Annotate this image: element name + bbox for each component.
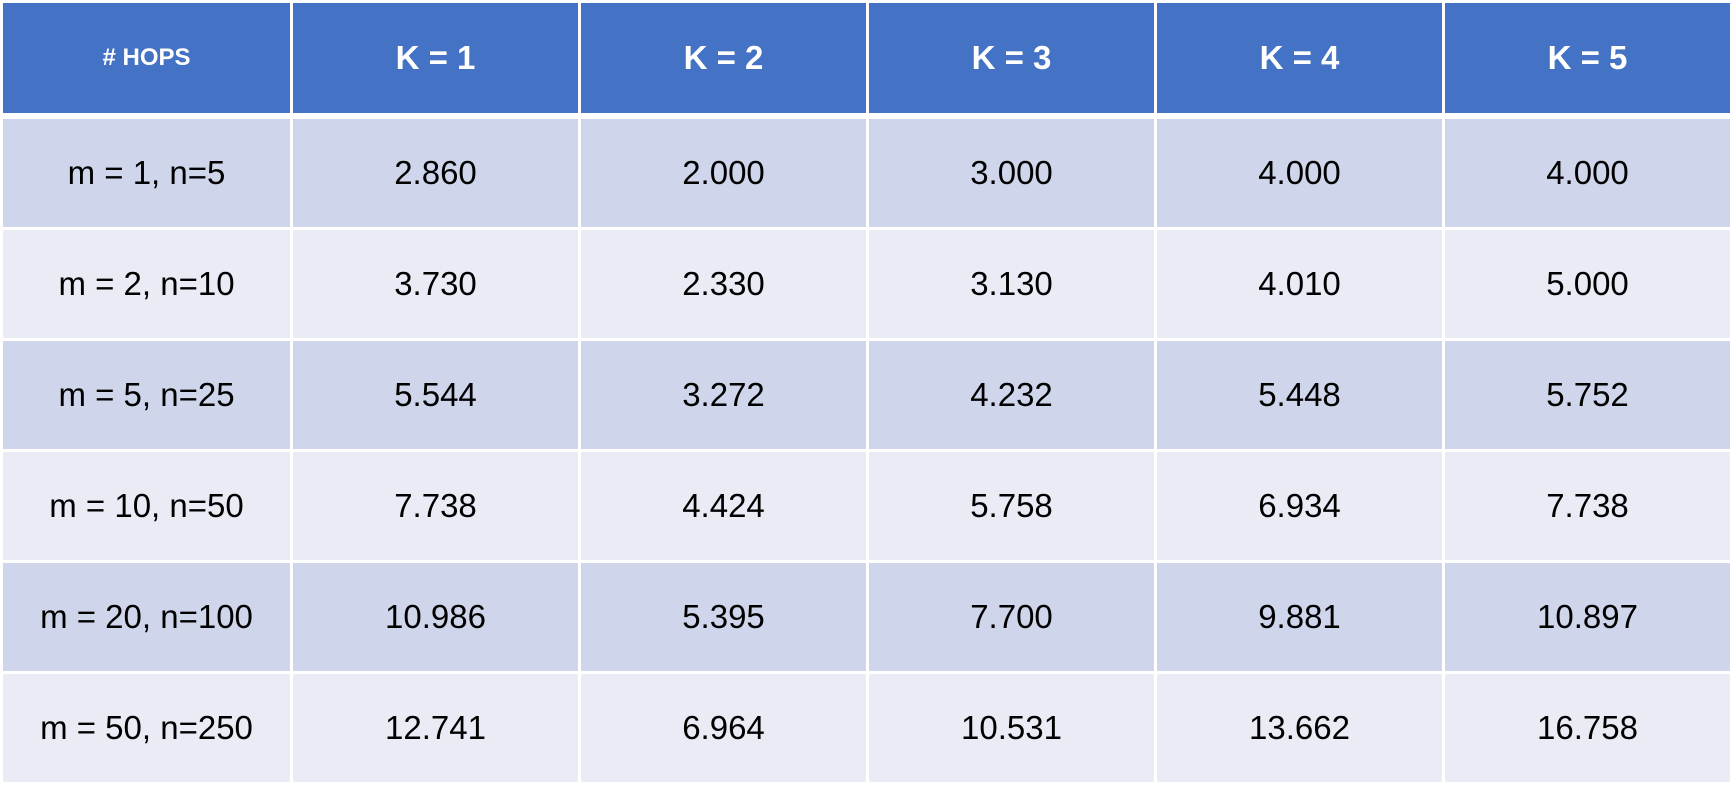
table-row: m = 2, n=10 3.730 2.330 3.130 4.010 5.00… bbox=[2, 229, 1731, 340]
row-label: m = 10, n=50 bbox=[2, 451, 292, 562]
row-label: m = 50, n=250 bbox=[2, 673, 292, 784]
row-label: m = 2, n=10 bbox=[2, 229, 292, 340]
table-row: m = 1, n=5 2.860 2.000 3.000 4.000 4.000 bbox=[2, 116, 1731, 229]
table-cell: 6.964 bbox=[580, 673, 868, 784]
table-body: m = 1, n=5 2.860 2.000 3.000 4.000 4.000… bbox=[2, 116, 1731, 784]
header-k4: K = 4 bbox=[1156, 2, 1444, 117]
table-cell: 12.741 bbox=[292, 673, 580, 784]
table-cell: 10.531 bbox=[868, 673, 1156, 784]
header-row: # HOPS K = 1 K = 2 K = 3 K = 4 K = 5 bbox=[2, 2, 1731, 117]
table-cell: 16.758 bbox=[1444, 673, 1731, 784]
table-row: m = 20, n=100 10.986 5.395 7.700 9.881 1… bbox=[2, 562, 1731, 673]
header-hops: # HOPS bbox=[2, 2, 292, 117]
table-cell: 4.010 bbox=[1156, 229, 1444, 340]
header-k1: K = 1 bbox=[292, 2, 580, 117]
table-cell: 5.544 bbox=[292, 340, 580, 451]
table-cell: 10.897 bbox=[1444, 562, 1731, 673]
table-row: m = 5, n=25 5.544 3.272 4.232 5.448 5.75… bbox=[2, 340, 1731, 451]
table-cell: 6.934 bbox=[1156, 451, 1444, 562]
table-cell: 4.232 bbox=[868, 340, 1156, 451]
table-cell: 10.986 bbox=[292, 562, 580, 673]
table-cell: 5.752 bbox=[1444, 340, 1731, 451]
row-label: m = 20, n=100 bbox=[2, 562, 292, 673]
row-label: m = 5, n=25 bbox=[2, 340, 292, 451]
table-cell: 7.700 bbox=[868, 562, 1156, 673]
table-row: m = 10, n=50 7.738 4.424 5.758 6.934 7.7… bbox=[2, 451, 1731, 562]
header-k2: K = 2 bbox=[580, 2, 868, 117]
table-cell: 4.000 bbox=[1156, 116, 1444, 229]
table-cell: 7.738 bbox=[1444, 451, 1731, 562]
table-cell: 13.662 bbox=[1156, 673, 1444, 784]
table-cell: 5.000 bbox=[1444, 229, 1731, 340]
table-cell: 3.000 bbox=[868, 116, 1156, 229]
table-cell: 5.395 bbox=[580, 562, 868, 673]
header-k3: K = 3 bbox=[868, 2, 1156, 117]
table-cell: 2.330 bbox=[580, 229, 868, 340]
table-cell: 3.130 bbox=[868, 229, 1156, 340]
table-cell: 9.881 bbox=[1156, 562, 1444, 673]
table-row: m = 50, n=250 12.741 6.964 10.531 13.662… bbox=[2, 673, 1731, 784]
table-cell: 3.272 bbox=[580, 340, 868, 451]
row-label: m = 1, n=5 bbox=[2, 116, 292, 229]
table-cell: 7.738 bbox=[292, 451, 580, 562]
table-header: # HOPS K = 1 K = 2 K = 3 K = 4 K = 5 bbox=[2, 2, 1731, 117]
table-cell: 4.424 bbox=[580, 451, 868, 562]
header-k5: K = 5 bbox=[1444, 2, 1731, 117]
table-cell: 4.000 bbox=[1444, 116, 1731, 229]
table-cell: 2.860 bbox=[292, 116, 580, 229]
table-cell: 3.730 bbox=[292, 229, 580, 340]
table-cell: 2.000 bbox=[580, 116, 868, 229]
table-cell: 5.758 bbox=[868, 451, 1156, 562]
table-cell: 5.448 bbox=[1156, 340, 1444, 451]
